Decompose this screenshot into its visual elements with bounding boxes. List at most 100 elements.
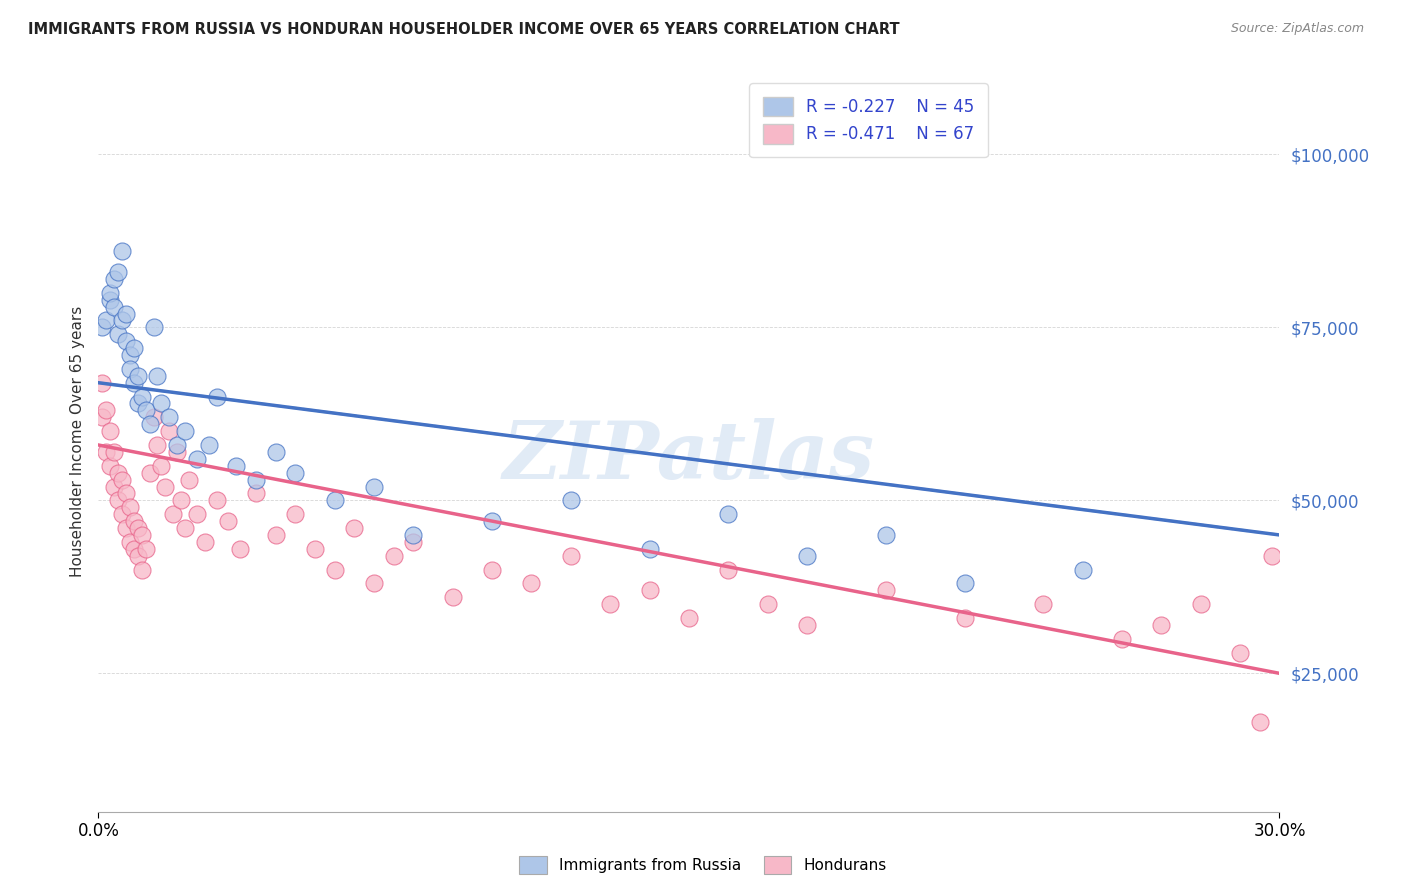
Point: [875, 528, 897, 542]
Legend: R = -0.227    N = 45, R = -0.471    N = 67: R = -0.227 N = 45, R = -0.471 N = 67: [749, 83, 987, 157]
Point: [638, 541, 661, 556]
Text: IMMIGRANTS FROM RUSSIA VS HONDURAN HOUSEHOLDER INCOME OVER 65 YEARS CORRELATION : IMMIGRANTS FROM RUSSIA VS HONDURAN HOUSE…: [28, 22, 900, 37]
Point: [131, 528, 153, 542]
Point: [91, 410, 114, 425]
Point: [638, 583, 661, 598]
Point: [174, 521, 197, 535]
Point: [150, 396, 173, 410]
Point: [118, 362, 141, 376]
Point: [796, 618, 818, 632]
Point: [135, 403, 157, 417]
Point: [111, 473, 134, 487]
Point: [111, 313, 134, 327]
Point: [146, 368, 169, 383]
Point: [138, 417, 160, 432]
Point: [142, 320, 165, 334]
Point: [127, 549, 149, 563]
Point: [323, 493, 346, 508]
Point: [122, 514, 145, 528]
Point: [157, 410, 180, 425]
Point: [245, 486, 267, 500]
Point: [166, 438, 188, 452]
Point: [284, 507, 307, 521]
Point: [122, 341, 145, 355]
Point: [127, 521, 149, 535]
Point: [115, 334, 138, 349]
Point: [402, 528, 425, 542]
Point: [343, 521, 366, 535]
Point: [115, 486, 138, 500]
Point: [98, 285, 121, 300]
Point: [98, 424, 121, 438]
Point: [304, 541, 326, 556]
Point: [118, 348, 141, 362]
Point: [382, 549, 405, 563]
Point: [953, 576, 976, 591]
Point: [953, 611, 976, 625]
Point: [157, 424, 180, 438]
Point: [796, 549, 818, 563]
Point: [142, 410, 165, 425]
Point: [103, 445, 125, 459]
Point: [717, 563, 740, 577]
Point: [103, 272, 125, 286]
Point: [166, 445, 188, 459]
Point: [264, 445, 287, 459]
Point: [363, 479, 385, 493]
Text: ZIPatlas: ZIPatlas: [503, 417, 875, 495]
Point: [98, 458, 121, 473]
Point: [131, 390, 153, 404]
Point: [96, 403, 118, 417]
Point: [1189, 597, 1212, 611]
Point: [599, 597, 621, 611]
Point: [217, 514, 239, 528]
Point: [520, 576, 543, 591]
Point: [150, 458, 173, 473]
Point: [131, 563, 153, 577]
Point: [186, 507, 208, 521]
Point: [481, 514, 503, 528]
Point: [127, 368, 149, 383]
Point: [197, 438, 219, 452]
Point: [560, 493, 582, 508]
Point: [441, 591, 464, 605]
Point: [96, 445, 118, 459]
Point: [91, 320, 114, 334]
Point: [402, 534, 425, 549]
Point: [323, 563, 346, 577]
Point: [170, 493, 193, 508]
Point: [111, 507, 134, 521]
Point: [107, 466, 129, 480]
Point: [122, 541, 145, 556]
Text: Source: ZipAtlas.com: Source: ZipAtlas.com: [1230, 22, 1364, 36]
Point: [155, 479, 177, 493]
Point: [107, 265, 129, 279]
Y-axis label: Householder Income Over 65 years: Householder Income Over 65 years: [69, 306, 84, 577]
Point: [107, 493, 129, 508]
Point: [1260, 549, 1282, 563]
Point: [177, 473, 200, 487]
Point: [1249, 714, 1271, 729]
Point: [194, 534, 217, 549]
Point: [205, 390, 228, 404]
Point: [122, 376, 145, 390]
Point: [174, 424, 197, 438]
Point: [560, 549, 582, 563]
Point: [135, 541, 157, 556]
Point: [264, 528, 287, 542]
Point: [481, 563, 503, 577]
Point: [162, 507, 184, 521]
Point: [118, 534, 141, 549]
Point: [186, 451, 208, 466]
Point: [115, 306, 138, 320]
Point: [363, 576, 385, 591]
Point: [1071, 563, 1094, 577]
Point: [229, 541, 252, 556]
Point: [1032, 597, 1054, 611]
Point: [118, 500, 141, 515]
Point: [717, 507, 740, 521]
Point: [205, 493, 228, 508]
Point: [111, 244, 134, 259]
Point: [1111, 632, 1133, 646]
Point: [245, 473, 267, 487]
